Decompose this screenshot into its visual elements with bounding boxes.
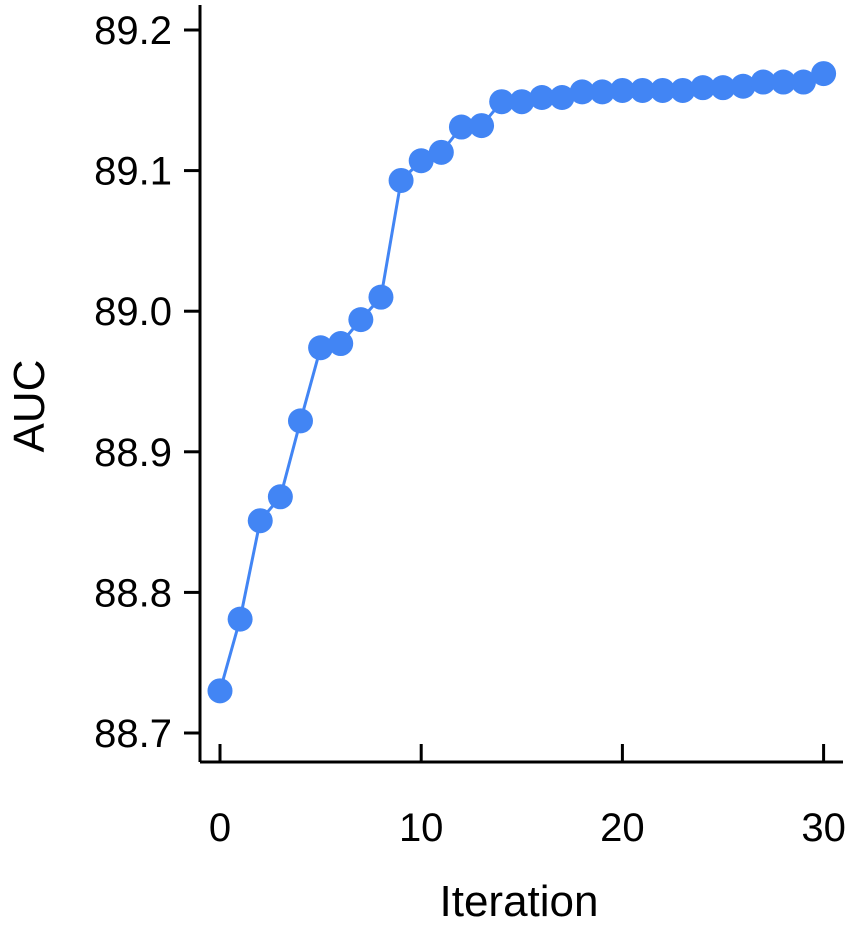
data-point: [690, 75, 716, 101]
data-point: [509, 89, 535, 115]
data-point: [368, 284, 394, 310]
x-tick-label: 20: [600, 806, 645, 850]
data-point: [811, 61, 837, 87]
data-point: [227, 606, 253, 632]
data-point: [750, 69, 776, 95]
data-point: [448, 114, 474, 140]
data-point: [650, 77, 676, 103]
data-point: [770, 69, 796, 95]
data-point: [428, 139, 454, 165]
y-axis-title: AUC: [5, 360, 54, 453]
data-point: [549, 84, 575, 110]
data-point: [489, 89, 515, 115]
x-tick-label: 30: [801, 806, 846, 850]
x-tick-label: 10: [399, 806, 444, 850]
y-tick-label: 89.1: [94, 150, 172, 194]
data-point: [408, 148, 434, 174]
data-point: [630, 77, 656, 103]
y-tick-label: 89.0: [94, 290, 172, 334]
y-tick-label: 88.9: [94, 431, 172, 475]
series-line: [218, 72, 825, 692]
data-point: [308, 335, 334, 361]
y-tick-label: 88.7: [94, 712, 172, 756]
data-point: [670, 77, 696, 103]
data-point: [207, 678, 233, 704]
data-point: [287, 408, 313, 434]
data-point: [328, 331, 354, 357]
data-point: [790, 69, 816, 95]
data-point: [589, 79, 615, 105]
x-tick-label: 0: [209, 806, 231, 850]
y-ticks: 88.7 88.8 88.9 89.0 89.1 89.2: [94, 9, 200, 756]
axes: [198, 5, 843, 764]
data-point: [267, 484, 293, 510]
data-point: [710, 75, 736, 101]
x-ticks: 0 10 20 30: [209, 744, 846, 850]
data-point: [529, 84, 555, 110]
data-point: [247, 508, 273, 534]
data-point: [348, 307, 374, 333]
series: [207, 61, 837, 704]
data-point: [569, 79, 595, 105]
data-point: [469, 113, 495, 139]
data-point: [388, 167, 414, 193]
data-point: [609, 77, 635, 103]
data-point: [730, 73, 756, 99]
x-axis-title: Iteration: [440, 877, 599, 925]
y-tick-label: 88.8: [94, 571, 172, 615]
y-tick-label: 89.2: [94, 9, 172, 53]
